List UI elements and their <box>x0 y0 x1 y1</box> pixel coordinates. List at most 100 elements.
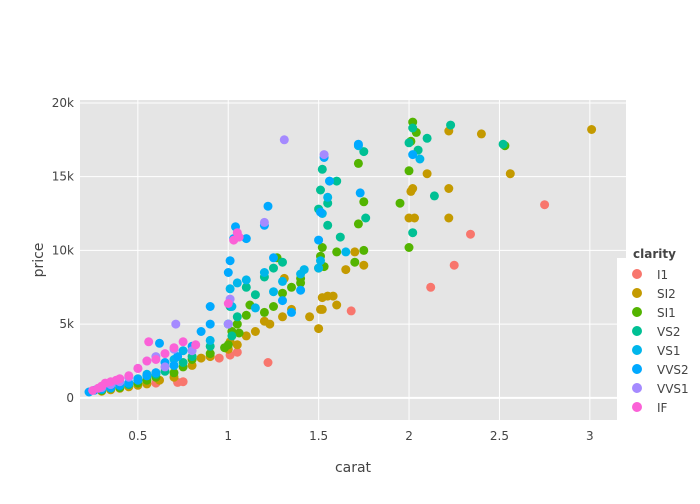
data-point[interactable] <box>466 229 475 239</box>
data-point[interactable] <box>142 371 152 381</box>
data-point[interactable] <box>316 207 325 217</box>
data-point[interactable] <box>178 346 188 356</box>
data-point[interactable] <box>142 356 152 366</box>
data-point[interactable] <box>505 169 515 179</box>
data-point[interactable] <box>232 312 242 322</box>
data-point[interactable] <box>314 263 324 273</box>
data-point[interactable] <box>151 368 161 378</box>
data-point[interactable] <box>234 328 244 338</box>
data-point[interactable] <box>429 191 439 201</box>
legend-item-vvs1[interactable]: VVS1 <box>632 382 689 396</box>
data-point[interactable] <box>353 139 363 149</box>
data-point[interactable] <box>314 324 324 334</box>
data-point[interactable] <box>449 260 459 270</box>
data-point[interactable] <box>540 200 550 210</box>
data-point[interactable] <box>359 147 369 157</box>
data-point[interactable] <box>173 352 183 362</box>
data-point[interactable] <box>151 355 161 364</box>
data-point[interactable] <box>498 139 508 149</box>
data-point[interactable] <box>155 338 164 348</box>
data-point[interactable] <box>404 166 414 176</box>
data-point[interactable] <box>410 213 419 223</box>
data-point[interactable] <box>259 268 269 277</box>
data-point[interactable] <box>278 312 287 322</box>
data-point[interactable] <box>169 343 179 353</box>
legend-item-si1[interactable]: SI1 <box>632 306 676 320</box>
data-point[interactable] <box>316 185 325 195</box>
data-point[interactable] <box>422 169 432 179</box>
data-point[interactable] <box>214 353 224 363</box>
data-point[interactable] <box>341 247 351 257</box>
data-point[interactable] <box>446 120 456 130</box>
data-point[interactable] <box>263 201 273 211</box>
data-point[interactable] <box>325 176 334 186</box>
legend-item-vs2[interactable]: VS2 <box>632 325 680 339</box>
data-point[interactable] <box>144 337 154 347</box>
data-point[interactable] <box>359 260 369 270</box>
data-point[interactable] <box>234 232 244 242</box>
data-point[interactable] <box>287 307 296 317</box>
data-point[interactable] <box>350 247 360 257</box>
data-point[interactable] <box>323 220 333 230</box>
data-point[interactable] <box>278 276 287 286</box>
data-point[interactable] <box>232 319 242 329</box>
data-point[interactable] <box>205 349 215 359</box>
data-point[interactable] <box>355 188 365 198</box>
data-point[interactable] <box>259 307 269 317</box>
data-point[interactable] <box>205 335 215 345</box>
data-point[interactable] <box>250 290 260 300</box>
legend-item-vs1[interactable]: VS1 <box>632 344 680 358</box>
data-point[interactable] <box>395 198 405 208</box>
data-point[interactable] <box>415 154 425 164</box>
data-point[interactable] <box>232 340 242 350</box>
data-point[interactable] <box>169 368 179 378</box>
data-point[interactable] <box>269 287 278 297</box>
data-point[interactable] <box>250 303 260 313</box>
data-point[interactable] <box>223 340 233 350</box>
data-point[interactable] <box>305 312 315 322</box>
data-point[interactable] <box>223 268 233 277</box>
data-point[interactable] <box>408 184 418 193</box>
data-point[interactable] <box>328 291 338 301</box>
data-point[interactable] <box>332 300 342 310</box>
data-point[interactable] <box>408 123 418 133</box>
data-point[interactable] <box>341 265 351 275</box>
data-point[interactable] <box>299 265 309 275</box>
data-point[interactable] <box>269 253 278 263</box>
data-point[interactable] <box>287 282 296 292</box>
data-point[interactable] <box>178 337 188 347</box>
data-point[interactable] <box>278 257 287 267</box>
data-point[interactable] <box>178 377 188 387</box>
data-point[interactable] <box>241 282 251 292</box>
data-point[interactable] <box>346 306 356 316</box>
data-point[interactable] <box>408 228 418 238</box>
data-point[interactable] <box>279 135 289 145</box>
data-point[interactable] <box>169 360 179 370</box>
data-point[interactable] <box>259 217 269 227</box>
data-point[interactable] <box>332 176 342 186</box>
data-point[interactable] <box>171 319 181 329</box>
data-point[interactable] <box>444 184 454 193</box>
data-point[interactable] <box>232 347 242 357</box>
data-point[interactable] <box>133 375 143 385</box>
data-point[interactable] <box>426 282 436 292</box>
data-point[interactable] <box>196 327 206 336</box>
data-point[interactable] <box>444 213 454 223</box>
data-point[interactable] <box>225 256 235 266</box>
data-point[interactable] <box>223 319 233 329</box>
data-point[interactable] <box>422 133 432 143</box>
data-point[interactable] <box>241 331 251 341</box>
data-point[interactable] <box>269 302 278 311</box>
data-point[interactable] <box>241 310 251 320</box>
legend-item-i1[interactable]: I1 <box>632 268 668 282</box>
data-point[interactable] <box>361 213 371 223</box>
data-point[interactable] <box>332 247 342 257</box>
data-point[interactable] <box>316 256 325 266</box>
legend-item-vvs2[interactable]: VVS2 <box>632 363 689 377</box>
data-point[interactable] <box>317 304 327 314</box>
data-point[interactable] <box>124 371 134 381</box>
data-point[interactable] <box>196 353 206 363</box>
data-point[interactable] <box>265 319 275 329</box>
data-point[interactable] <box>278 288 287 298</box>
data-point[interactable] <box>359 245 369 255</box>
